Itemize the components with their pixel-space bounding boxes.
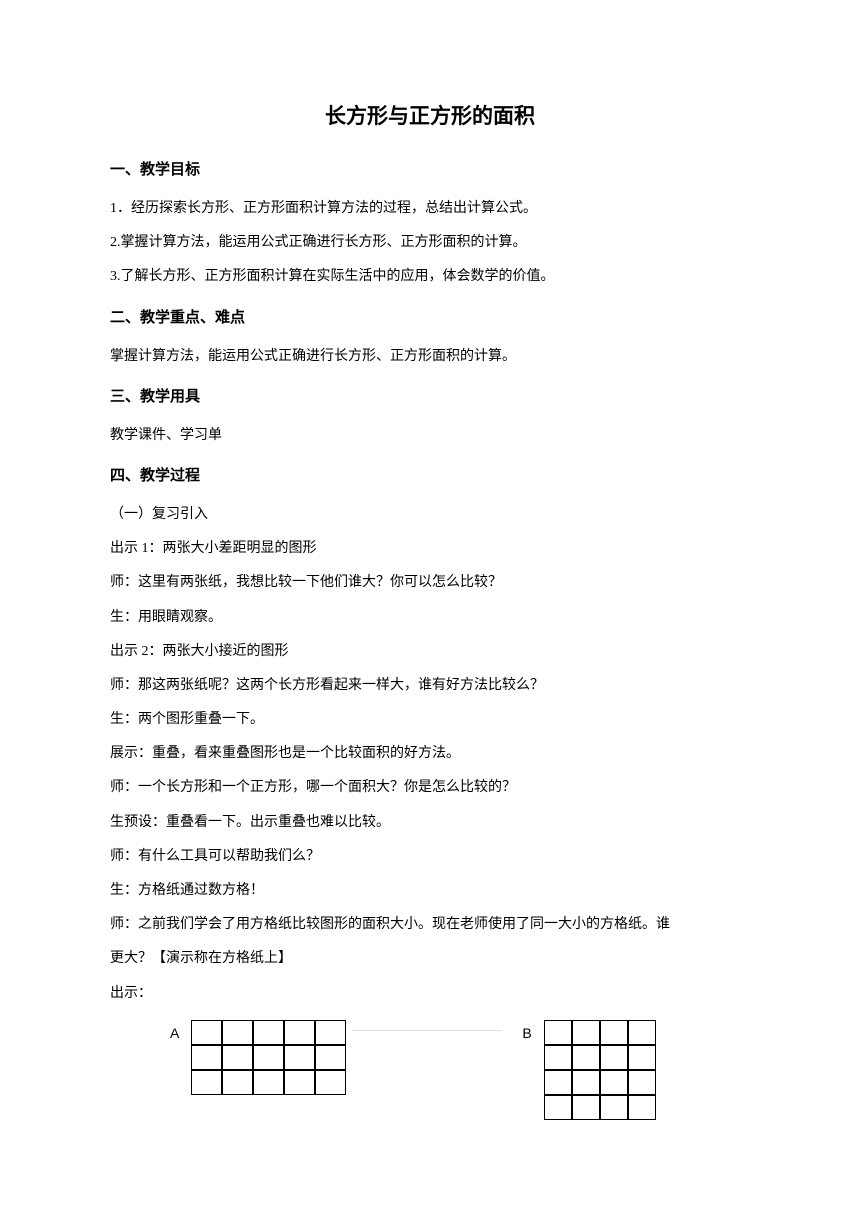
grid-cell bbox=[600, 1095, 628, 1120]
grid-cell bbox=[572, 1095, 600, 1120]
section-4-sub: （一）复习引入 bbox=[110, 499, 750, 531]
figure-b-grid bbox=[544, 1020, 656, 1120]
section-1-heading: 一、教学目标 bbox=[110, 158, 750, 179]
grid-cell bbox=[628, 1095, 656, 1120]
grid-cell bbox=[544, 1095, 572, 1120]
section-4-line-4: 出示 2：两张大小接近的图形 bbox=[110, 636, 750, 668]
grid-cell bbox=[544, 1020, 572, 1045]
section-4-line-11: 生：方格纸通过数方格！ bbox=[110, 875, 750, 907]
section-3-text: 教学课件、学习单 bbox=[110, 420, 750, 452]
grid-cell bbox=[191, 1020, 222, 1045]
grid-cell bbox=[253, 1020, 284, 1045]
grid-cell bbox=[600, 1020, 628, 1045]
section-1-item-1: 1．经历探索长方形、正方形面积计算方法的过程，总结出计算公式。 bbox=[110, 193, 750, 225]
figure-a-label: A bbox=[170, 1025, 179, 1041]
section-2-heading: 二、教学重点、难点 bbox=[110, 306, 750, 327]
section-4-line-1: 出示 1：两张大小差距明显的图形 bbox=[110, 533, 750, 565]
figure-divider-line bbox=[352, 1030, 502, 1031]
section-3-heading: 三、教学用具 bbox=[110, 385, 750, 406]
grid-cell bbox=[572, 1020, 600, 1045]
grid-cell bbox=[600, 1070, 628, 1095]
page-title: 长方形与正方形的面积 bbox=[110, 100, 750, 130]
grid-cell bbox=[544, 1070, 572, 1095]
figure-b-group: B bbox=[522, 1020, 655, 1120]
grid-cell bbox=[315, 1070, 346, 1095]
grid-cell bbox=[544, 1045, 572, 1070]
grid-cell bbox=[222, 1070, 253, 1095]
section-4-line-12: 师：之前我们学会了用方格纸比较图形的面积大小。现在老师使用了同一大小的方格纸。谁 bbox=[110, 909, 750, 941]
grid-cell bbox=[315, 1045, 346, 1070]
grid-cell bbox=[628, 1045, 656, 1070]
section-4-line-6: 生：两个图形重叠一下。 bbox=[110, 704, 750, 736]
grid-cell bbox=[284, 1020, 315, 1045]
grid-cell bbox=[222, 1020, 253, 1045]
section-4-line-10: 师：有什么工具可以帮助我们么？ bbox=[110, 841, 750, 873]
section-4-line-9: 生预设：重叠看一下。出示重叠也难以比较。 bbox=[110, 807, 750, 839]
section-4-line-13: 更大？【演示称在方格纸上】 bbox=[110, 943, 750, 975]
grid-cell bbox=[253, 1045, 284, 1070]
grid-cell bbox=[628, 1070, 656, 1095]
grid-cell bbox=[191, 1045, 222, 1070]
grid-cell bbox=[600, 1045, 628, 1070]
section-4-heading: 四、教学过程 bbox=[110, 464, 750, 485]
grid-cell bbox=[191, 1070, 222, 1095]
figures-container: A B bbox=[110, 1020, 750, 1120]
section-4-line-14: 出示： bbox=[110, 978, 750, 1010]
grid-cell bbox=[315, 1020, 346, 1045]
section-4-line-7: 展示：重叠，看来重叠图形也是一个比较面积的好方法。 bbox=[110, 738, 750, 770]
figure-b-label: B bbox=[522, 1025, 531, 1041]
grid-cell bbox=[572, 1045, 600, 1070]
section-4-line-5: 师：那这两张纸呢？这两个长方形看起来一样大，谁有好方法比较么？ bbox=[110, 670, 750, 702]
grid-cell bbox=[628, 1020, 656, 1045]
grid-cell bbox=[253, 1070, 284, 1095]
section-2-text: 掌握计算方法，能运用公式正确进行长方形、正方形面积的计算。 bbox=[110, 341, 750, 373]
grid-cell bbox=[222, 1045, 253, 1070]
grid-cell bbox=[284, 1070, 315, 1095]
section-1-item-3: 3.了解长方形、正方形面积计算在实际生活中的应用，体会数学的价值。 bbox=[110, 261, 750, 293]
figure-a-grid bbox=[191, 1020, 346, 1095]
grid-cell bbox=[284, 1045, 315, 1070]
section-4-line-3: 生：用眼睛观察。 bbox=[110, 602, 750, 634]
figure-a-group: A bbox=[170, 1020, 346, 1095]
section-1-item-2: 2.掌握计算方法，能运用公式正确进行长方形、正方形面积的计算。 bbox=[110, 227, 750, 259]
section-4-line-2: 师：这里有两张纸，我想比较一下他们谁大？你可以怎么比较？ bbox=[110, 567, 750, 599]
grid-cell bbox=[572, 1070, 600, 1095]
section-4-line-8: 师：一个长方形和一个正方形，哪一个面积大？你是怎么比较的？ bbox=[110, 772, 750, 804]
